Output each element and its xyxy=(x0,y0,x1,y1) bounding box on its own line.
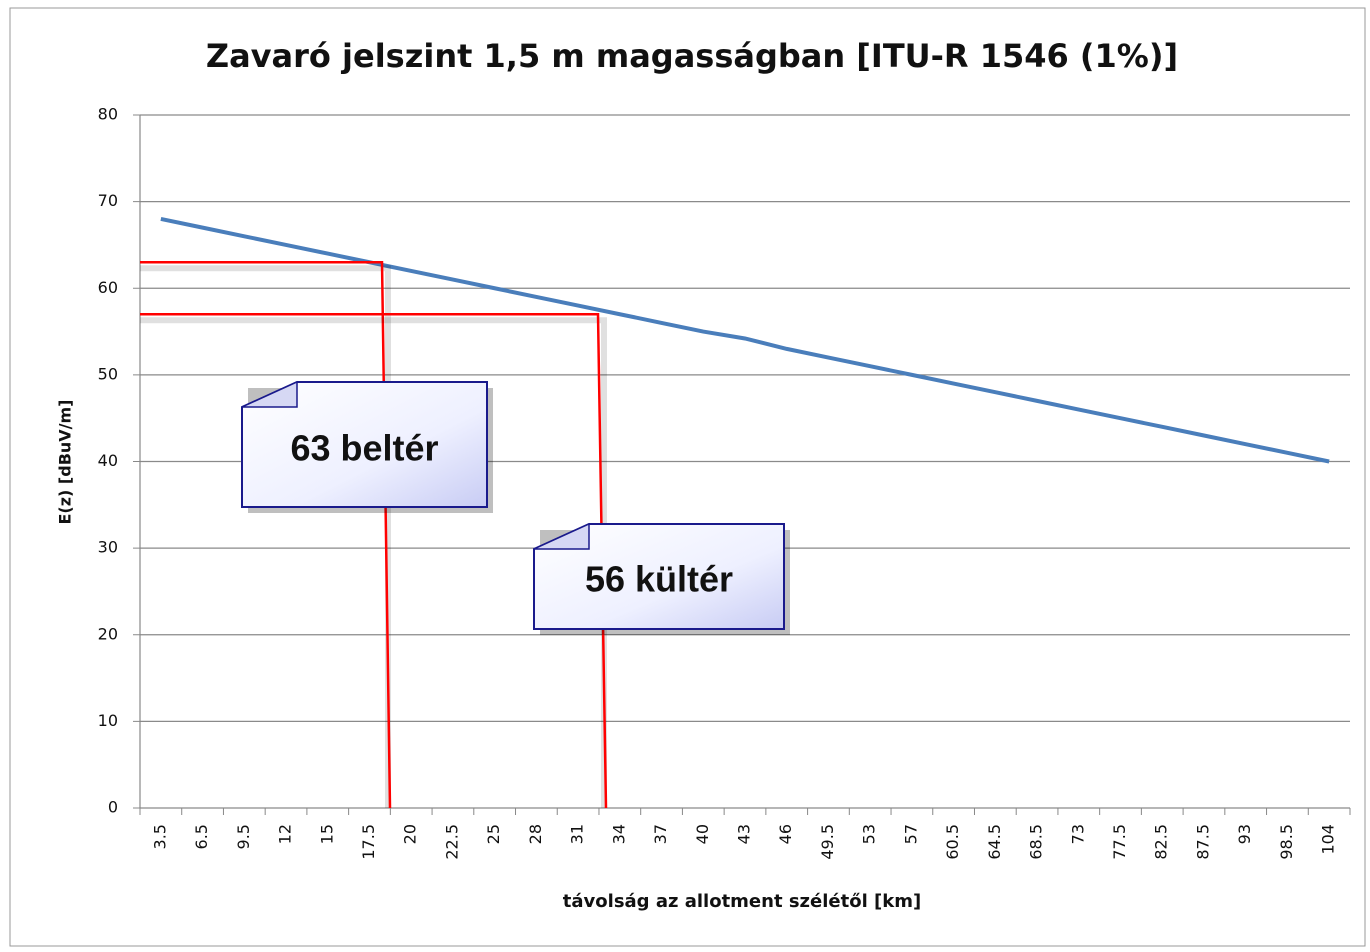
callout-fold xyxy=(241,380,298,408)
x-tick-label: 31 xyxy=(568,824,587,844)
x-tick-label: 53 xyxy=(860,824,879,844)
x-tick-label: 25 xyxy=(484,824,503,844)
x-axis-title: távolság az allotment szélétől [km] xyxy=(563,891,921,912)
chart-title: Zavaró jelszint 1,5 m magasságban [ITU-R… xyxy=(206,37,1178,75)
callout-label: 63 beltér xyxy=(290,427,438,468)
x-tick-label: 64.5 xyxy=(985,824,1004,860)
callout-fold xyxy=(533,522,590,550)
x-tick-label: 34 xyxy=(609,824,628,844)
y-tick-label: 70 xyxy=(98,191,118,210)
chart-border xyxy=(9,7,1366,947)
x-tick-label: 98.5 xyxy=(1277,824,1296,860)
callout-label: 56 kültér xyxy=(585,558,733,599)
y-tick-label: 0 xyxy=(108,798,118,817)
y-tick-label: 40 xyxy=(98,451,118,470)
x-tick-label: 40 xyxy=(693,824,712,844)
x-tick-label: 6.5 xyxy=(192,824,211,849)
x-tick-label: 37 xyxy=(651,824,670,844)
x-tick-label: 20 xyxy=(401,824,420,844)
y-tick-label: 50 xyxy=(98,364,118,383)
x-tick-label: 46 xyxy=(776,824,795,844)
reference-line xyxy=(140,312,608,809)
x-tick-label: 82.5 xyxy=(1152,824,1171,860)
x-tick-label: 28 xyxy=(526,824,545,844)
data-line xyxy=(160,216,1330,464)
x-tick-label: 57 xyxy=(901,824,920,844)
x-tick-label: 17.5 xyxy=(359,824,378,860)
x-tick-label: 9.5 xyxy=(234,824,253,849)
x-tick-label: 3.5 xyxy=(150,824,169,849)
y-axis-title: E(z) [dBuV/m] xyxy=(56,400,75,525)
x-tick-label: 60.5 xyxy=(943,824,962,860)
x-tick-label: 43 xyxy=(735,824,754,844)
x-tick-label: 77.5 xyxy=(1110,824,1129,860)
x-tick-label: 68.5 xyxy=(1027,824,1046,860)
reference-line xyxy=(140,261,392,809)
x-tick-label: 104 xyxy=(1319,824,1338,855)
x-tick-label: 15 xyxy=(317,824,336,844)
x-tick-label: 12 xyxy=(276,824,295,844)
y-tick-label: 80 xyxy=(98,105,118,124)
y-tick-label: 10 xyxy=(98,711,118,730)
y-tick-label: 30 xyxy=(98,538,118,557)
x-tick-label: 93 xyxy=(1235,824,1254,844)
x-tick-label: 87.5 xyxy=(1193,824,1212,860)
x-tick-label: 49.5 xyxy=(818,824,837,860)
y-tick-label: 60 xyxy=(98,278,118,297)
y-tick-label: 20 xyxy=(98,624,118,643)
x-tick-label: 22.5 xyxy=(442,824,461,860)
x-tick-label: 73 xyxy=(1068,824,1087,844)
